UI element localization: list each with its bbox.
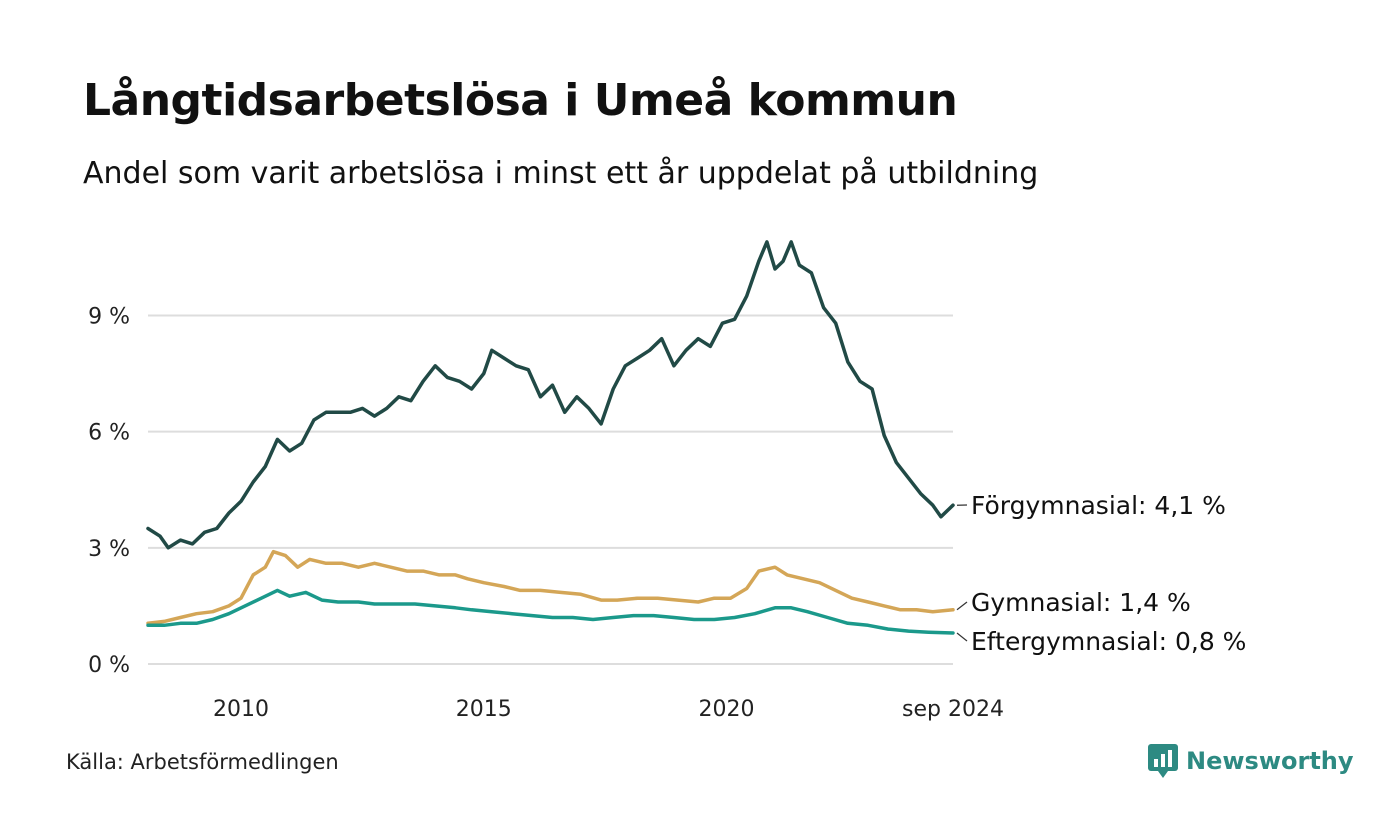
series-end-labels: Förgymnasial: 4,1 % Gymnasial: 1,4 % Efter… [956, 491, 1246, 656]
y-tick-label: 9 % [88, 304, 130, 329]
grid-lines [148, 314, 953, 665]
chart-title: Långtidsarbetslösa i Umeå kommun [83, 75, 958, 126]
y-axis-labels: 0 % 3 % 6 % 9 % [88, 304, 130, 678]
series-end-label: Eftergymnasial: 0,8 % [971, 627, 1246, 656]
series-lines [146, 240, 955, 635]
series-line-gymnasial [146, 549, 955, 626]
x-tick-label: 2020 [698, 697, 754, 722]
brand-logo: Newsworthy [1148, 744, 1354, 778]
brand-name: Newsworthy [1186, 747, 1354, 775]
newsworthy-logo-icon [1148, 744, 1178, 778]
x-tick-label: 2010 [213, 697, 269, 722]
y-tick-label: 3 % [88, 537, 130, 562]
x-axis-labels: 2010 2015 2020 sep 2024 [213, 697, 1004, 722]
y-tick-label: 6 % [88, 421, 130, 446]
end-label-leader [956, 601, 968, 611]
chart-subtitle: Andel som varit arbetslösa i minst ett å… [83, 156, 1039, 191]
series-line-eftergymnasial [146, 588, 955, 635]
series-end-label: Gymnasial: 1,4 % [971, 588, 1191, 617]
source-note: Källa: Arbetsförmedlingen [66, 750, 339, 774]
x-tick-label: 2015 [456, 697, 512, 722]
x-tick-label: sep 2024 [902, 697, 1004, 722]
end-label-leader [956, 632, 968, 642]
series-end-label: Förgymnasial: 4,1 % [971, 491, 1226, 520]
y-tick-label: 0 % [88, 653, 130, 678]
series-line-förgymnasial [146, 240, 955, 550]
